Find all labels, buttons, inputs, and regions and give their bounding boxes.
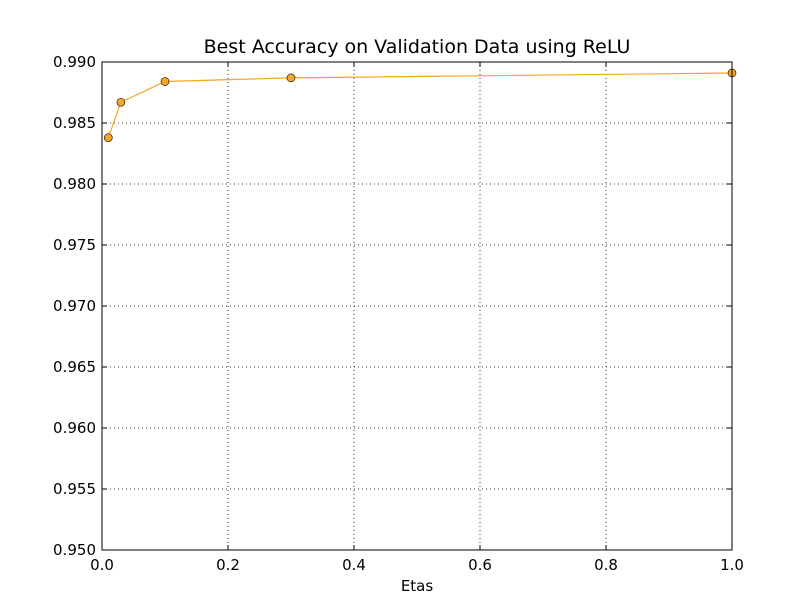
y-tick-label: 0.980 bbox=[53, 175, 96, 193]
x-axis-label: Etas bbox=[401, 577, 434, 595]
data-point bbox=[116, 97, 126, 107]
chart-title: Best Accuracy on Validation Data using R… bbox=[204, 36, 631, 58]
x-tick-label: 0.8 bbox=[594, 556, 618, 574]
x-tick-label: 0.4 bbox=[342, 556, 366, 574]
y-tick-label: 0.990 bbox=[53, 53, 96, 71]
data-point bbox=[104, 133, 113, 142]
data-point bbox=[286, 73, 296, 83]
series-layer bbox=[104, 68, 737, 142]
gridlines bbox=[102, 62, 732, 550]
axis-ticks: 0.0 0.2 0.4 0.6 0.8 1.0 0.950 0.955 0.960 0.965 0.… bbox=[53, 53, 744, 574]
y-tick-label: 0.970 bbox=[53, 297, 96, 315]
data-point bbox=[160, 77, 170, 86]
y-tick-label: 0.960 bbox=[53, 419, 96, 437]
y-tick-label: 0.975 bbox=[53, 236, 96, 254]
y-tick-label: 0.965 bbox=[53, 358, 96, 376]
y-tick-label: 0.950 bbox=[53, 541, 96, 559]
x-tick-label: 1.0 bbox=[720, 556, 744, 574]
x-tick-label: 0.6 bbox=[468, 556, 492, 574]
x-tick-label: 0.2 bbox=[216, 556, 240, 574]
x-tick-label: 0.0 bbox=[90, 556, 114, 574]
y-tick-label: 0.985 bbox=[53, 114, 96, 132]
y-tick-label: 0.955 bbox=[53, 480, 96, 498]
